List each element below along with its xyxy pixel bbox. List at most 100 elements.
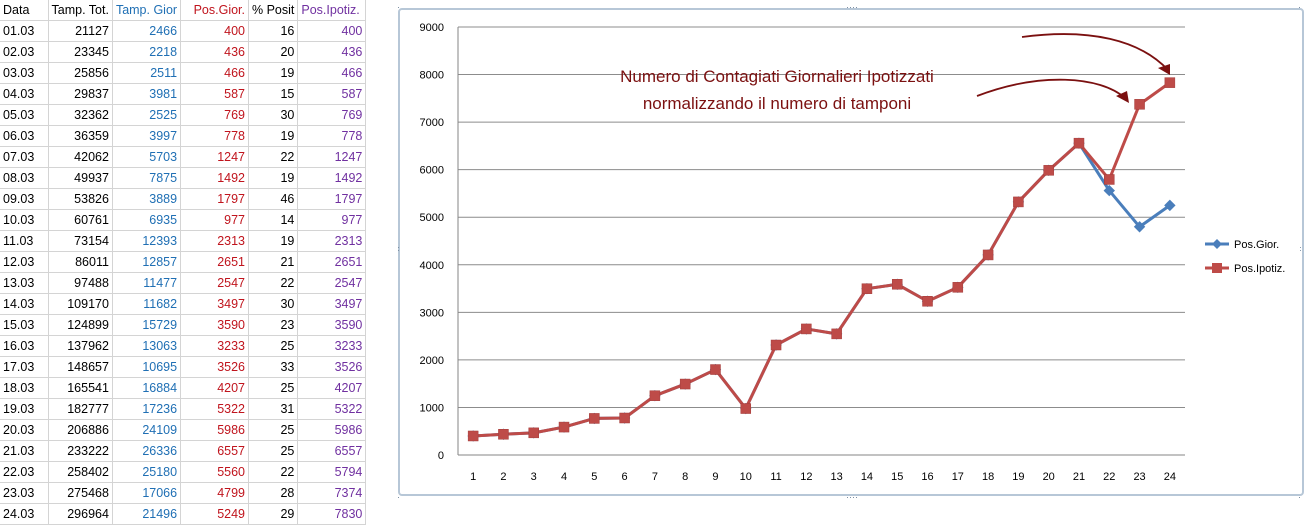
date-cell[interactable]: 15.03: [0, 314, 49, 336]
pos-gior-cell[interactable]: 5322: [190, 398, 249, 420]
resize-handle-top[interactable]: ····: [846, 2, 858, 12]
pos-ipotiz-cell[interactable]: 3497: [297, 293, 367, 315]
pos-gior-cell[interactable]: 977: [190, 209, 249, 231]
pct-posit-cell[interactable]: 21: [248, 251, 299, 273]
pct-posit-cell[interactable]: 28: [248, 482, 299, 504]
tamp-tot-cell[interactable]: 165541: [48, 377, 113, 399]
date-cell[interactable]: 18.03: [0, 377, 49, 399]
date-cell[interactable]: 08.03: [0, 167, 49, 189]
pct-posit-cell[interactable]: 33: [248, 356, 299, 378]
date-cell[interactable]: 05.03: [0, 104, 49, 126]
tamp-tot-cell[interactable]: 49937: [48, 167, 113, 189]
column-header[interactable]: Pos.Gior.: [190, 0, 249, 21]
pos-ipotiz-cell[interactable]: 1492: [297, 167, 367, 189]
pos-ipotiz-cell[interactable]: 1247: [297, 146, 367, 168]
tamp-gior-cell[interactable]: 7875: [112, 167, 182, 189]
pct-posit-cell[interactable]: 15: [248, 83, 299, 105]
pos-ipotiz-cell[interactable]: 5794: [297, 461, 367, 483]
pos-ipotiz-cell[interactable]: 5986: [297, 419, 367, 441]
pos-ipotiz-cell[interactable]: 466: [297, 62, 367, 84]
tamp-tot-cell[interactable]: 23345: [48, 41, 113, 63]
pct-posit-cell[interactable]: 23: [248, 314, 299, 336]
pct-posit-cell[interactable]: 19: [248, 167, 299, 189]
pos-gior-cell[interactable]: 400: [190, 20, 249, 42]
pos-gior-cell[interactable]: 5249: [190, 503, 249, 525]
pct-posit-cell[interactable]: 14: [248, 209, 299, 231]
pos-gior-cell[interactable]: 3526: [190, 356, 249, 378]
pos-gior-cell[interactable]: 4207: [190, 377, 249, 399]
data-point-pos-ipotiz[interactable]: [831, 328, 842, 340]
tamp-gior-cell[interactable]: 6935: [112, 209, 182, 231]
pos-gior-cell[interactable]: 2547: [190, 272, 249, 294]
pct-posit-cell[interactable]: 22: [248, 272, 299, 294]
tamp-gior-cell[interactable]: 13063: [112, 335, 182, 357]
pos-gior-cell[interactable]: 1492: [190, 167, 249, 189]
tamp-tot-cell[interactable]: 42062: [48, 146, 113, 168]
tamp-gior-cell[interactable]: 5703: [112, 146, 182, 168]
pos-ipotiz-cell[interactable]: 5322: [297, 398, 367, 420]
data-point-pos-ipotiz[interactable]: [1043, 165, 1054, 176]
pos-gior-cell[interactable]: 5560: [190, 461, 249, 483]
resize-handle-bottom-right[interactable]: ·: [1298, 492, 1301, 502]
tamp-gior-cell[interactable]: 10695: [112, 356, 182, 378]
data-point-pos-gior[interactable]: [1133, 221, 1146, 233]
tamp-tot-cell[interactable]: 233222: [48, 440, 113, 462]
pos-ipotiz-cell[interactable]: 2313: [297, 230, 367, 252]
pct-posit-cell[interactable]: 20: [248, 41, 299, 63]
data-point-pos-ipotiz[interactable]: [740, 403, 752, 414]
tamp-gior-cell[interactable]: 11477: [112, 272, 182, 294]
date-cell[interactable]: 04.03: [0, 83, 49, 105]
pos-gior-cell[interactable]: 436: [190, 41, 249, 63]
tamp-tot-cell[interactable]: 206886: [48, 419, 113, 441]
pct-posit-cell[interactable]: 25: [248, 377, 299, 399]
column-header[interactable]: % Posit: [248, 0, 299, 21]
data-point-pos-ipotiz[interactable]: [861, 283, 873, 294]
pos-gior-cell[interactable]: 466: [190, 62, 249, 84]
pct-posit-cell[interactable]: 25: [248, 419, 299, 441]
tamp-gior-cell[interactable]: 2218: [112, 41, 182, 63]
pos-ipotiz-cell[interactable]: 400: [297, 20, 367, 42]
spreadsheet[interactable]: Data Tamp. Tot. Tamp. Gior Pos.Gior.% Posit…: [0, 0, 398, 525]
data-point-pos-ipotiz[interactable]: [649, 390, 661, 401]
pos-ipotiz-cell[interactable]: 6557: [297, 440, 367, 462]
tamp-gior-cell[interactable]: 2466: [112, 20, 182, 42]
pos-ipotiz-cell[interactable]: 587: [297, 83, 367, 105]
data-point-pos-ipotiz[interactable]: [619, 412, 630, 424]
data-point-pos-ipotiz[interactable]: [891, 279, 903, 290]
pos-ipotiz-cell[interactable]: 436: [297, 41, 367, 63]
tamp-gior-cell[interactable]: 3889: [112, 188, 182, 210]
pos-gior-cell[interactable]: 3590: [190, 314, 249, 336]
tamp-gior-cell[interactable]: 26336: [112, 440, 182, 462]
pos-gior-cell[interactable]: 2651: [190, 251, 249, 273]
tamp-gior-cell[interactable]: 16884: [112, 377, 182, 399]
date-cell[interactable]: 10.03: [0, 209, 49, 231]
tamp-tot-cell[interactable]: 109170: [48, 293, 113, 315]
resize-handle-bottom-left[interactable]: ·: [397, 492, 400, 502]
data-point-pos-ipotiz[interactable]: [770, 339, 782, 351]
data-point-pos-ipotiz[interactable]: [1134, 99, 1145, 110]
tamp-tot-cell[interactable]: 86011: [48, 251, 113, 273]
tamp-gior-cell[interactable]: 3997: [112, 125, 182, 147]
pos-ipotiz-cell[interactable]: 778: [297, 125, 367, 147]
pct-posit-cell[interactable]: 19: [248, 230, 299, 252]
tamp-gior-cell[interactable]: 17236: [112, 398, 182, 420]
data-point-pos-ipotiz[interactable]: [982, 249, 994, 261]
pct-posit-cell[interactable]: 19: [248, 62, 299, 84]
date-cell[interactable]: 01.03: [0, 20, 49, 42]
pos-gior-cell[interactable]: 1797: [190, 188, 249, 210]
pct-posit-cell[interactable]: 46: [248, 188, 299, 210]
tamp-tot-cell[interactable]: 53826: [48, 188, 113, 210]
data-point-pos-ipotiz[interactable]: [679, 378, 691, 390]
date-cell[interactable]: 06.03: [0, 125, 49, 147]
tamp-gior-cell[interactable]: 2511: [112, 62, 182, 84]
tamp-gior-cell[interactable]: 3981: [112, 83, 182, 105]
pct-posit-cell[interactable]: 31: [248, 398, 299, 420]
resize-handle-right[interactable]: ··: [1296, 246, 1306, 252]
tamp-gior-cell[interactable]: 2525: [112, 104, 182, 126]
tamp-tot-cell[interactable]: 137962: [48, 335, 113, 357]
series-line-pos-gior[interactable]: [473, 141, 1171, 438]
pos-ipotiz-cell[interactable]: 977: [297, 209, 367, 231]
column-header[interactable]: Tamp. Gior: [112, 0, 182, 21]
pos-ipotiz-cell[interactable]: 4207: [297, 377, 367, 399]
data-point-pos-gior[interactable]: [1164, 199, 1176, 212]
